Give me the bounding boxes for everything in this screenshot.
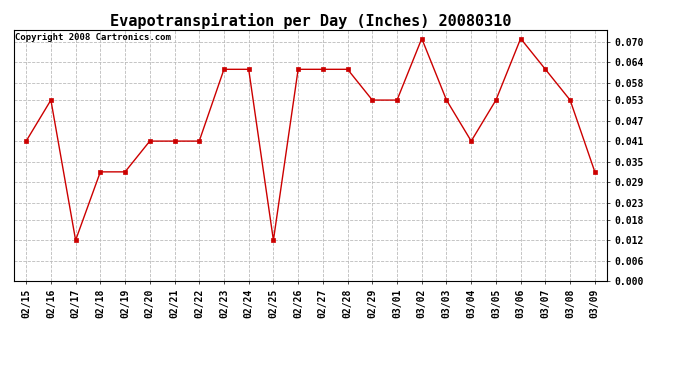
Text: Copyright 2008 Cartronics.com: Copyright 2008 Cartronics.com	[15, 33, 171, 42]
Title: Evapotranspiration per Day (Inches) 20080310: Evapotranspiration per Day (Inches) 2008…	[110, 13, 511, 29]
